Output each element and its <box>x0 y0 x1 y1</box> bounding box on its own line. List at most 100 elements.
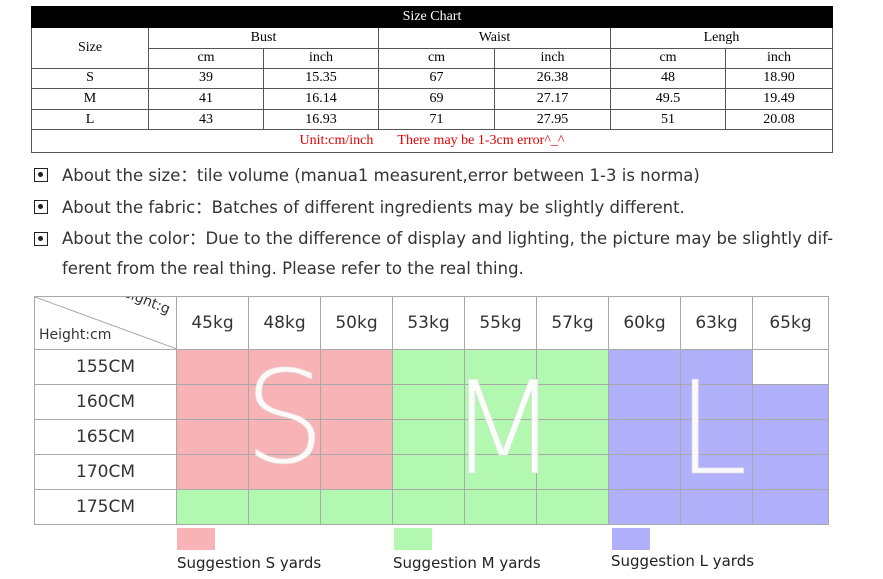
size-cell-m <box>464 384 537 420</box>
value-cell: 39 <box>148 67 264 90</box>
size-cell-empty <box>752 349 829 385</box>
size-cell-l <box>608 419 681 455</box>
note-size: About the size：tile volume (manua1 measu… <box>34 160 874 192</box>
value-cell: 15.35 <box>263 67 379 90</box>
value-cell: 71 <box>378 108 495 131</box>
size-cell-s <box>320 349 393 385</box>
size-cell-m <box>392 489 465 525</box>
value-cell: 18.90 <box>725 67 833 90</box>
size-cell-l <box>608 384 681 420</box>
size-chart-table: Size Chart Size Bust Waist Lengh cm inch… <box>31 6 833 153</box>
size-cell: S <box>31 67 149 90</box>
size-header: Size <box>31 26 149 69</box>
legend-label-m: Suggestion M yards <box>393 554 541 572</box>
size-cell-l <box>752 454 829 490</box>
size-cell-l <box>752 384 829 420</box>
grid-row: 155CM <box>34 349 829 385</box>
size-cell-s <box>248 384 321 420</box>
size-cell-l <box>608 349 681 385</box>
radio-bullet-icon <box>34 168 48 182</box>
weight-header: 60kg <box>608 296 681 350</box>
size-cell-s <box>320 384 393 420</box>
weight-header: 63kg <box>680 296 753 350</box>
size-cell-l <box>680 384 753 420</box>
size-cell-m <box>464 419 537 455</box>
size-cell-m <box>464 349 537 385</box>
size-cell-s <box>320 454 393 490</box>
size-cell-m <box>464 489 537 525</box>
note-color: About the color：Due to the difference of… <box>34 224 874 284</box>
error-note: Unit:cm/inch There may be 1-3cm error^_^ <box>31 129 833 153</box>
note-fabric: About the fabric：Batches of different in… <box>34 192 874 224</box>
size-cell-s <box>176 349 249 385</box>
size-cell-l <box>680 419 753 455</box>
value-cell: 67 <box>378 67 495 90</box>
value-cell: 20.08 <box>725 108 833 131</box>
size-m-letter: M <box>448 355 559 504</box>
height-header: 165CM <box>34 419 177 455</box>
size-suggestion-grid: Weight:g Height:cm 45kg 48kg 50kg 53kg 5… <box>34 296 829 525</box>
size-cell-m <box>248 489 321 525</box>
value-cell: 26.38 <box>494 67 611 90</box>
size-cell: L <box>31 108 149 131</box>
height-header: 170CM <box>34 454 177 490</box>
size-cell-l <box>608 454 681 490</box>
radio-bullet-icon <box>34 232 48 246</box>
length-header: Lengh <box>610 26 833 50</box>
size-s-letter: S <box>244 344 326 493</box>
value-cell: 48 <box>610 67 726 90</box>
diagonal-divider <box>35 297 176 349</box>
grid-corner-cell: Weight:g Height:cm <box>34 296 177 350</box>
size-cell-l <box>752 489 829 525</box>
bust-header: Bust <box>148 26 379 50</box>
grid-row: 170CM <box>34 454 829 490</box>
value-cell: 49.5 <box>610 88 726 110</box>
size-cell-l <box>680 454 753 490</box>
size-cell-m <box>176 489 249 525</box>
table-row: S 39 15.35 67 26.38 48 18.90 <box>31 67 833 90</box>
height-axis-label: Height:cm <box>39 327 112 343</box>
unit-header: cm <box>610 48 726 69</box>
legend-swatch-m <box>394 528 432 550</box>
grid-row: 160CM <box>34 384 829 420</box>
waist-header: Waist <box>378 26 611 50</box>
weight-header: 55kg <box>464 296 537 350</box>
size-cell-l <box>608 489 681 525</box>
size-cell-m <box>392 419 465 455</box>
size-cell-m <box>536 454 609 490</box>
size-cell-s <box>248 419 321 455</box>
size-cell-m <box>392 384 465 420</box>
size-cell-l <box>752 419 829 455</box>
size-cell-m <box>392 454 465 490</box>
height-header: 160CM <box>34 384 177 420</box>
unit-note: Unit:cm/inch <box>299 133 374 149</box>
size-cell-s <box>176 384 249 420</box>
legend-swatch-s <box>177 528 215 550</box>
value-cell: 41 <box>148 88 264 110</box>
value-cell: 16.93 <box>263 108 379 131</box>
size-cell: M <box>31 88 149 110</box>
grid-row: 175CM <box>34 489 829 525</box>
note-text: About the fabric：Batches of different in… <box>62 198 685 217</box>
weight-header: 50kg <box>320 296 393 350</box>
size-cell-s <box>248 349 321 385</box>
unit-header: inch <box>494 48 611 69</box>
size-chart-title: Size Chart <box>31 6 833 28</box>
grid-row: 165CM <box>34 419 829 455</box>
size-cell-s <box>320 419 393 455</box>
unit-header: inch <box>263 48 379 69</box>
table-row: M 41 16.14 69 27.17 49.5 19.49 <box>31 88 833 110</box>
note-text: About the size：tile volume (manua1 measu… <box>62 166 700 185</box>
size-cell-m <box>320 489 393 525</box>
legend-swatch-l <box>612 528 650 550</box>
size-cell-s <box>176 419 249 455</box>
unit-header: inch <box>725 48 833 69</box>
size-cell-s <box>176 454 249 490</box>
size-cell-m <box>536 384 609 420</box>
height-header: 155CM <box>34 349 177 385</box>
value-cell: 51 <box>610 108 726 131</box>
legend-label-l: Suggestion L yards <box>611 552 755 570</box>
size-cell-m <box>464 454 537 490</box>
value-cell: 19.49 <box>725 88 833 110</box>
note-text: About the color：Due to the difference of… <box>62 229 834 278</box>
